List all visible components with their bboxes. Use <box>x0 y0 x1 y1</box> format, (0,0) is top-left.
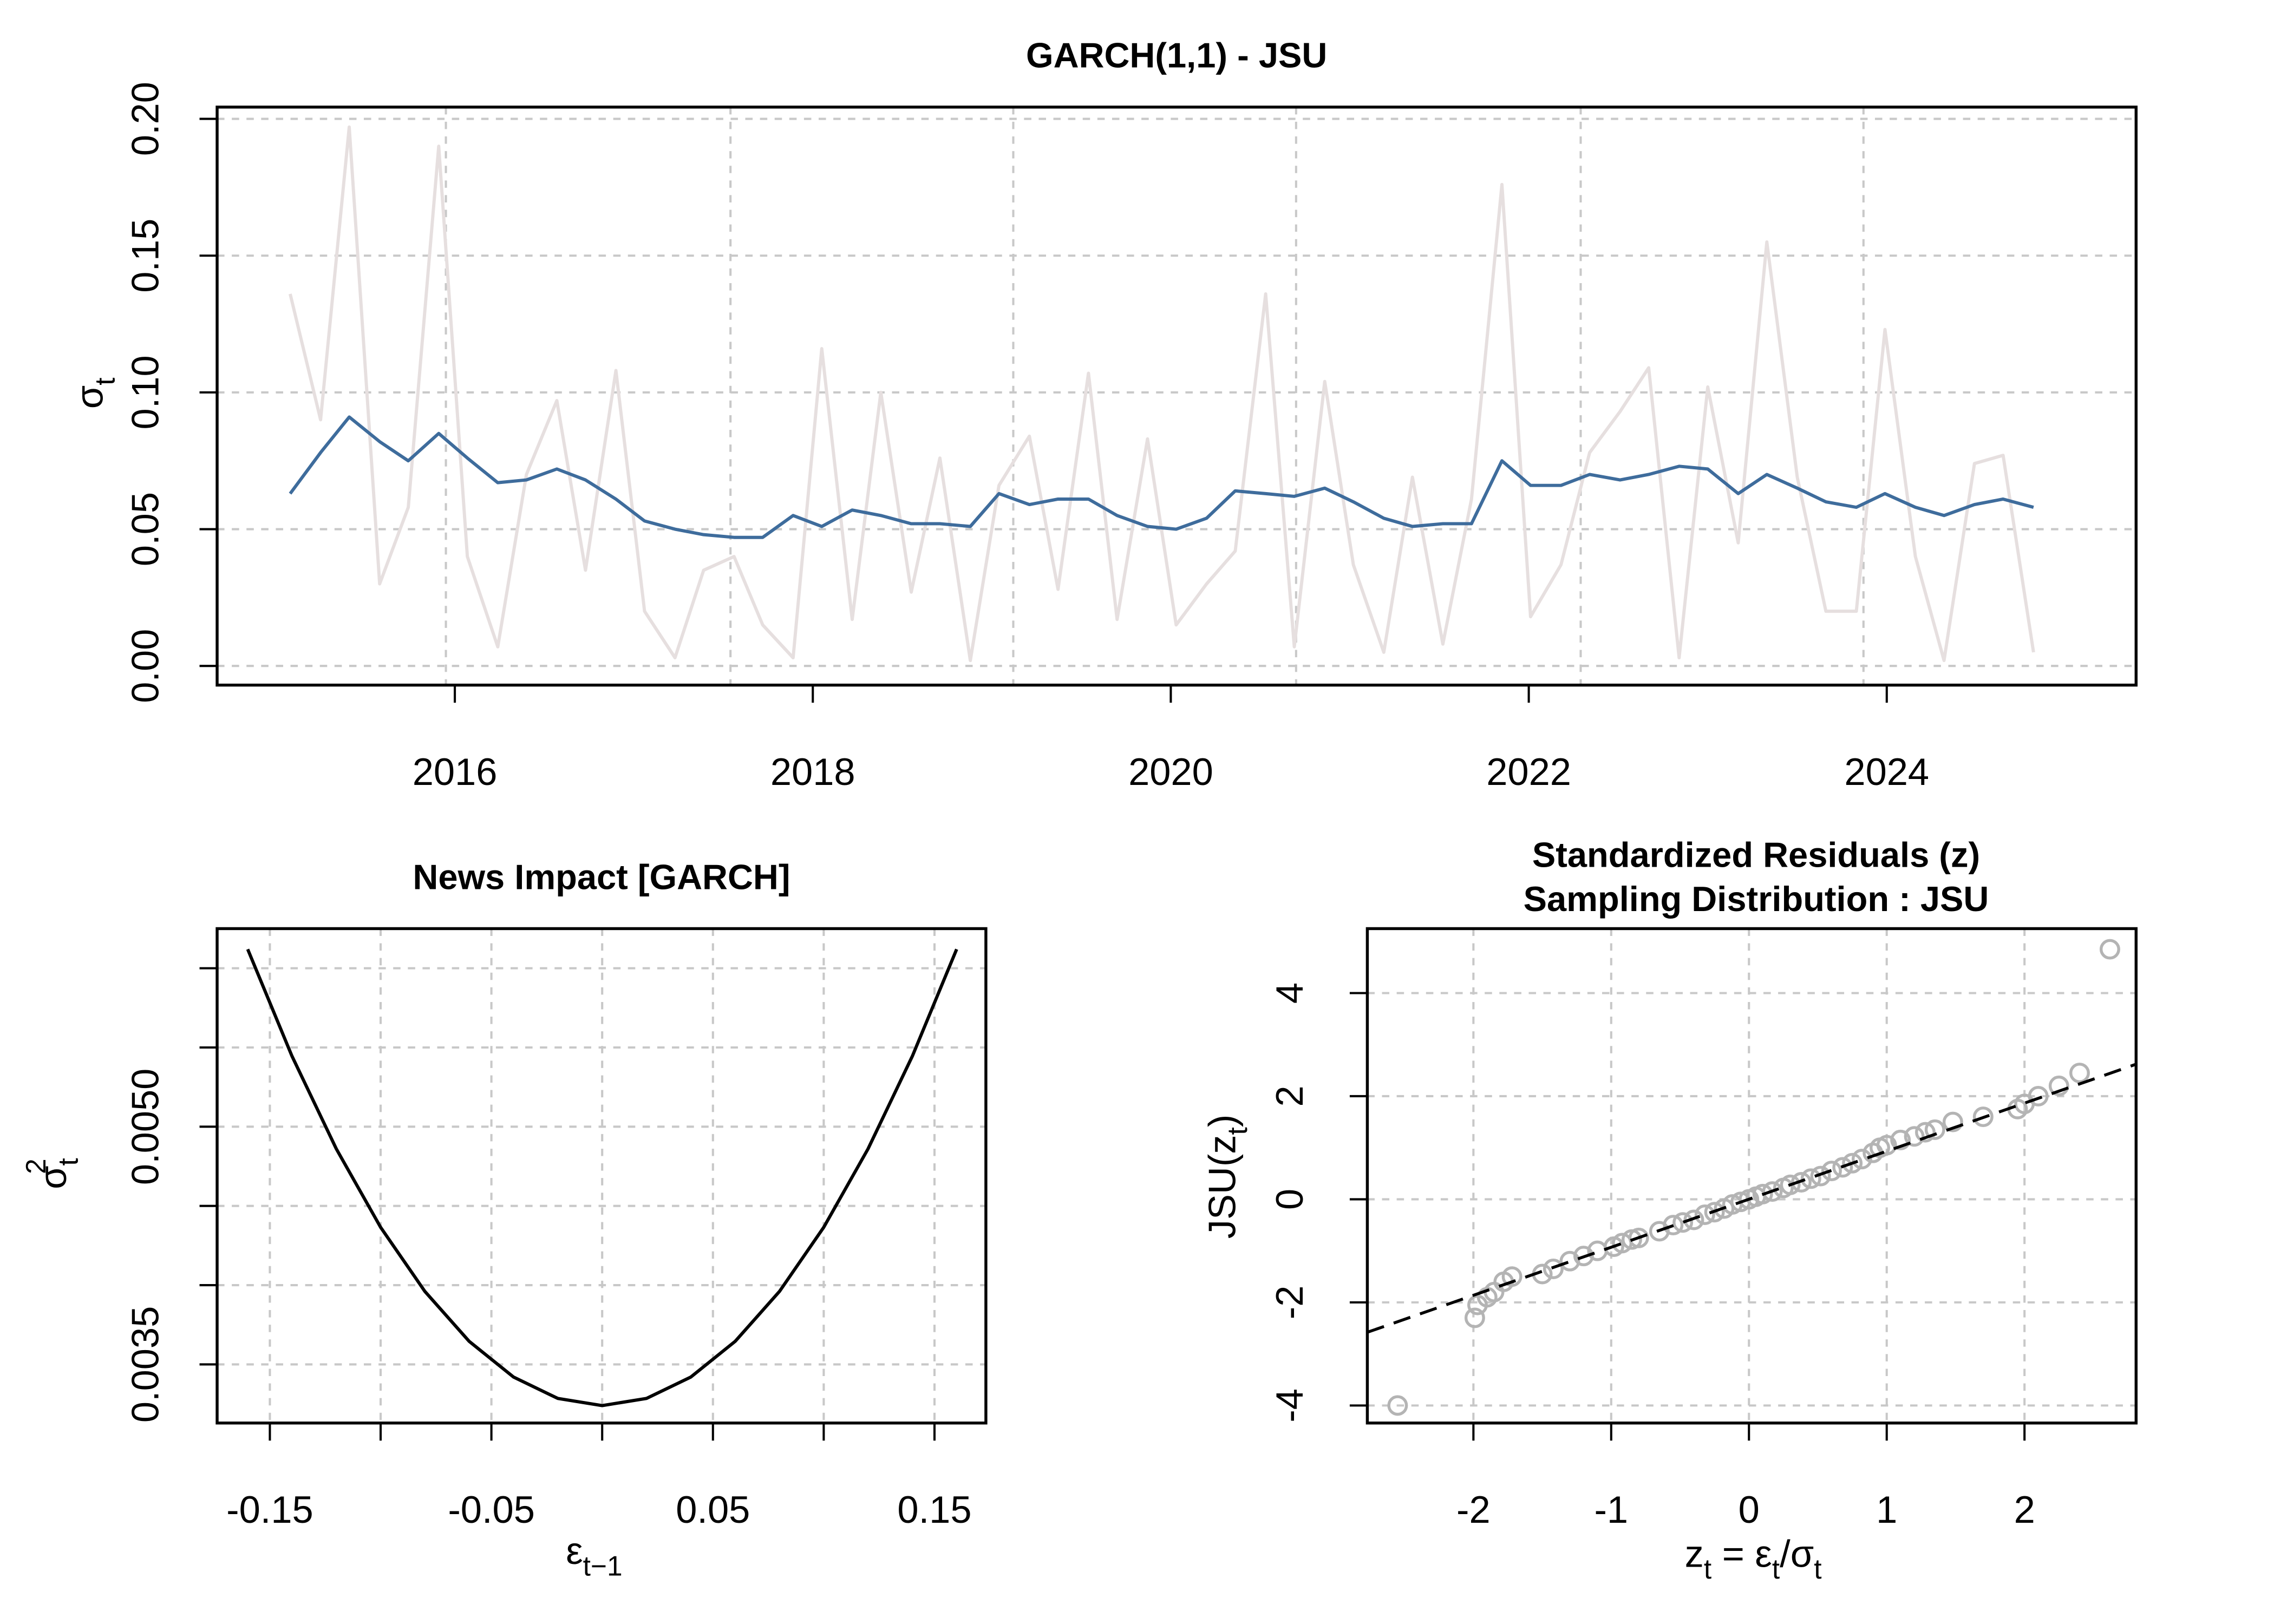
label-part: z <box>1685 1532 1704 1575</box>
point <box>2028 1085 2049 1106</box>
y-tick-label: 0.15 <box>124 219 167 293</box>
x-axis-label: zt = εt/σt <box>1685 1532 1822 1584</box>
y-tick-label: 0.05 <box>124 492 167 566</box>
x-tick-label: 2 <box>2014 1488 2035 1531</box>
point <box>1810 1165 1831 1187</box>
point <box>1924 1119 1945 1140</box>
point <box>1890 1129 1911 1150</box>
y-axis-label: σt <box>68 377 121 409</box>
y-tick-label: 2 <box>1268 1085 1311 1106</box>
chart-title: GARCH(1,1) - JSU <box>1026 36 1327 75</box>
point <box>1821 1161 1842 1182</box>
plot-frame <box>1365 927 2138 1425</box>
label-part: = ε <box>1711 1532 1772 1575</box>
label-part: σ <box>68 385 111 409</box>
y-axis-label: σt2 <box>20 1158 84 1189</box>
label-sub: t <box>53 1158 84 1165</box>
series-line <box>289 125 2035 663</box>
chart-title: Standardized Residuals (z) <box>1532 835 1980 875</box>
y-tick-label: 0.00 <box>124 629 167 703</box>
label-sub: t <box>89 377 120 385</box>
point <box>1842 1152 1863 1174</box>
x-tick-label: -0.15 <box>226 1488 313 1531</box>
point <box>1780 1174 1801 1195</box>
x-tick-label: 2022 <box>1486 750 1571 793</box>
point <box>1942 1111 1963 1132</box>
x-tick-label: 0 <box>1739 1488 1760 1531</box>
x-axis-label: εt−1 <box>566 1529 622 1582</box>
chart-subtitle: Sampling Distribution : JSU <box>1524 879 1989 919</box>
point <box>1972 1106 1994 1128</box>
point <box>2099 939 2120 960</box>
y-tick-label: 0.0050 <box>124 1069 167 1185</box>
y-axis-label: JSU(zt) <box>1201 1115 1253 1239</box>
plot-frame <box>215 106 2138 687</box>
plot-frame <box>215 927 988 1425</box>
point <box>1876 1135 1897 1156</box>
point <box>2069 1063 2090 1084</box>
point <box>1694 1204 1715 1225</box>
point <box>1387 1395 1408 1416</box>
label-sub: t <box>1221 1127 1253 1135</box>
series-line <box>246 948 958 1407</box>
label-sub: t <box>1704 1553 1711 1584</box>
point <box>2048 1075 2069 1096</box>
x-tick-label: -2 <box>1456 1488 1491 1531</box>
y-tick-label: -2 <box>1268 1286 1311 1320</box>
point <box>1683 1209 1704 1230</box>
point <box>1501 1266 1522 1287</box>
x-tick-label: -1 <box>1594 1488 1628 1531</box>
chart-title: News Impact [GARCH] <box>413 857 790 896</box>
x-tick-label: 2024 <box>1844 750 1929 793</box>
x-tick-label: -0.05 <box>448 1488 535 1531</box>
x-tick-label: 2020 <box>1128 750 1213 793</box>
point <box>1832 1157 1853 1178</box>
point <box>1704 1202 1725 1223</box>
label-part: /σ <box>1780 1532 1814 1575</box>
point <box>1904 1126 1925 1147</box>
point <box>1628 1227 1649 1248</box>
y-tick-label: 4 <box>1268 983 1311 1004</box>
label-part: ε <box>566 1529 583 1572</box>
point <box>1800 1168 1821 1189</box>
y-tick-label: 0 <box>1268 1189 1311 1210</box>
point <box>1915 1122 1936 1143</box>
label-part: σ <box>31 1165 74 1189</box>
point <box>1672 1212 1694 1233</box>
x-tick-label: 0.05 <box>676 1488 750 1531</box>
label-part: JSU(z <box>1201 1135 1244 1239</box>
y-tick-label: -4 <box>1268 1389 1311 1423</box>
label-sub: t−1 <box>583 1550 623 1582</box>
x-tick-label: 2016 <box>413 750 498 793</box>
point <box>1663 1215 1684 1236</box>
y-tick-label: 0.20 <box>124 82 167 156</box>
point <box>1464 1307 1485 1328</box>
point <box>1559 1250 1580 1272</box>
label-sub: t <box>1814 1553 1821 1584</box>
y-tick-label: 0.10 <box>124 355 167 429</box>
series-line <box>289 415 2034 539</box>
point <box>1752 1183 1773 1204</box>
point <box>1573 1246 1594 1267</box>
point <box>1543 1259 1564 1279</box>
label-sub: t <box>1772 1553 1780 1584</box>
label-sup: 2 <box>20 1158 51 1174</box>
x-tick-label: 2018 <box>770 750 855 793</box>
x-tick-label: 1 <box>1876 1488 1897 1531</box>
y-tick-label: 0.0035 <box>124 1306 167 1423</box>
reference-line <box>1367 1063 2137 1334</box>
point <box>1791 1172 1812 1193</box>
point <box>1851 1149 1872 1170</box>
label-part: ) <box>1201 1115 1244 1127</box>
point <box>1762 1181 1783 1202</box>
x-tick-label: 0.15 <box>897 1488 971 1531</box>
